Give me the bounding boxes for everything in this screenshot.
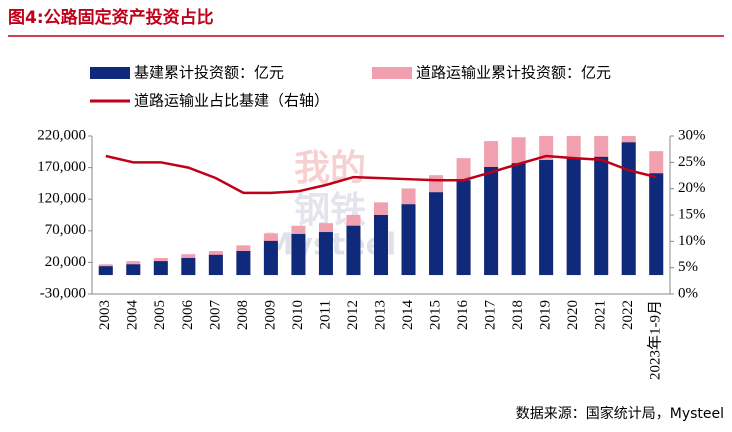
- x-tick-label: 2022: [620, 300, 636, 330]
- y-tick-label: 120,000: [37, 191, 86, 207]
- y-tick-label: 20,000: [45, 254, 86, 270]
- bar: [98, 266, 113, 276]
- x-tick-label: 2014: [400, 300, 416, 331]
- bar: [263, 240, 278, 276]
- legend-swatch: [90, 67, 130, 79]
- y-tick-label: 220,000: [37, 127, 86, 143]
- bar: [401, 204, 416, 276]
- legend-label: 道路运输业占比基建（右轴）: [134, 92, 329, 110]
- bar: [649, 173, 664, 276]
- line: [105, 154, 657, 195]
- chart-title: 图4:公路固定资产投资占比: [8, 7, 214, 28]
- x-tick-label: 2013: [372, 300, 388, 330]
- bar: [621, 142, 636, 276]
- x-tick-label: 2017: [483, 300, 499, 331]
- bar: [594, 156, 609, 276]
- bar: [456, 180, 471, 276]
- x-tick-label: 2003: [97, 300, 113, 330]
- bar: [236, 251, 251, 276]
- bar: [208, 254, 223, 276]
- x-tick-label: 2006: [180, 300, 196, 331]
- y-tick-label: 170,000: [37, 159, 86, 175]
- x-tick-label: 2005: [152, 300, 168, 330]
- legend-swatch: [372, 67, 412, 79]
- bar: [484, 166, 499, 276]
- bar: [291, 233, 306, 276]
- x-tick-label: 2004: [125, 300, 141, 331]
- x-tick-label: 2008: [235, 300, 251, 330]
- x-tick-label: 2012: [345, 300, 361, 330]
- x-tick-label: 2018: [510, 300, 526, 330]
- y2-tick-label: 20%: [678, 180, 706, 196]
- y2-tick-label: 0%: [678, 285, 698, 301]
- legend-label: 基建累计投资额：亿元: [134, 64, 284, 82]
- x-tick-label: 2010: [290, 300, 306, 330]
- y2-tick-label: 25%: [678, 154, 706, 170]
- x-tick-label: 2015: [427, 300, 443, 330]
- x-tick-label: 2023年1-9月: [647, 300, 664, 380]
- x-tick-label: 2011: [317, 300, 333, 329]
- y2-tick-label: 15%: [678, 206, 706, 222]
- x-tick-label: 2021: [593, 300, 609, 330]
- y-tick-label: 70,000: [45, 222, 86, 238]
- bar: [374, 215, 388, 276]
- bar: [566, 158, 581, 276]
- y2-tick-label: 10%: [678, 233, 706, 249]
- x-tick-label: 2009: [262, 300, 278, 330]
- y2-tick-label: 5%: [678, 259, 698, 275]
- bar: [429, 192, 444, 276]
- bar: [153, 261, 168, 276]
- bar: [126, 264, 141, 276]
- watermark: 我的: [294, 148, 366, 189]
- bar: [181, 257, 196, 276]
- source: 数据来源：国家统计局，Mysteel: [516, 405, 724, 422]
- x-tick-label: 2019: [538, 300, 554, 330]
- bar: [318, 232, 333, 276]
- bar: [346, 225, 361, 276]
- legend-label: 道路运输业累计投资额：亿元: [416, 64, 611, 82]
- y2-tick-label: 30%: [678, 127, 706, 143]
- y-tick-label: -30,000: [40, 285, 86, 301]
- bar: [539, 160, 554, 276]
- x-tick-label: 2007: [207, 300, 223, 331]
- bar: [511, 163, 526, 276]
- x-tick-label: 2016: [455, 300, 471, 331]
- x-tick-label: 2020: [565, 300, 581, 330]
